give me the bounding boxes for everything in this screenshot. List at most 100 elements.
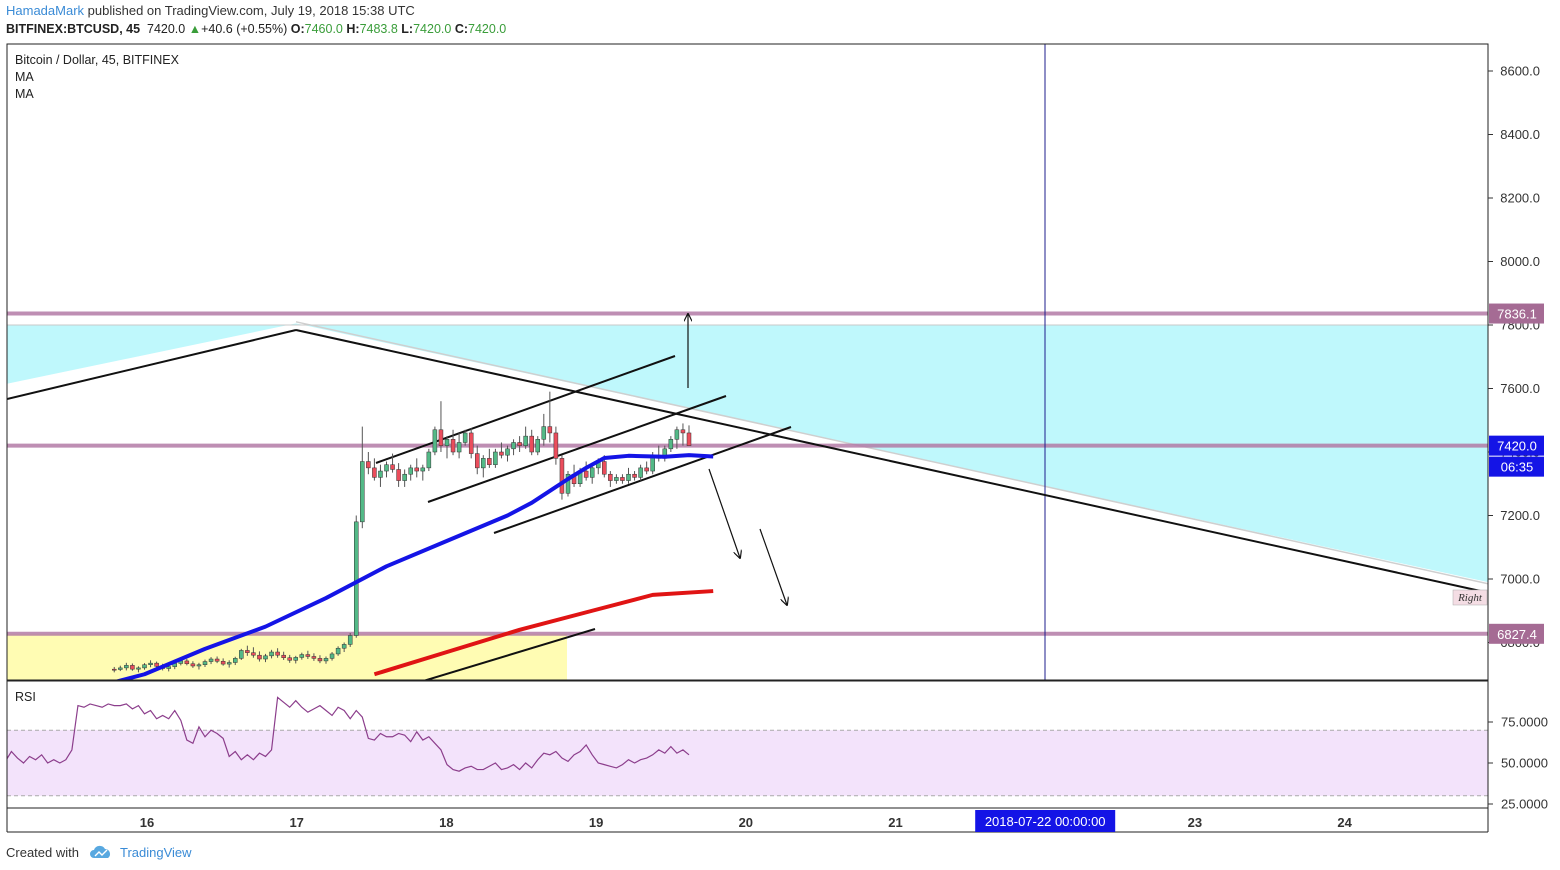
candle-body[interactable] (311, 656, 317, 659)
candle-body[interactable] (275, 651, 280, 656)
candle-body[interactable] (390, 464, 395, 470)
candle-body[interactable] (668, 439, 674, 450)
candle-body[interactable] (378, 470, 383, 478)
candle-body[interactable] (184, 660, 190, 665)
candle-body[interactable] (499, 451, 504, 456)
rsi-pane[interactable] (0, 696, 1488, 797)
candle-body[interactable] (396, 469, 401, 481)
candle-body[interactable] (493, 451, 498, 465)
candle-body[interactable] (166, 666, 171, 669)
candle-body[interactable] (130, 665, 135, 670)
candle-body[interactable] (366, 461, 371, 469)
candle-body[interactable] (444, 439, 450, 446)
candle-body[interactable] (245, 650, 250, 653)
candle-body[interactable] (341, 644, 347, 649)
candle-body[interactable] (432, 429, 438, 453)
candle-body[interactable] (487, 458, 492, 465)
candle-body[interactable] (214, 658, 220, 662)
candle-body[interactable] (553, 432, 559, 459)
candle-body[interactable] (329, 653, 335, 659)
candle-body[interactable] (354, 521, 359, 636)
candle-body[interactable] (323, 658, 329, 662)
candle-body[interactable] (269, 651, 274, 657)
candle-body[interactable] (644, 467, 649, 472)
candle-body[interactable] (142, 664, 147, 669)
candle-body[interactable] (263, 655, 268, 660)
candle-body[interactable] (226, 662, 232, 665)
candle-body[interactable] (523, 435, 528, 446)
candle-body[interactable] (541, 426, 547, 440)
ma-indicator-2[interactable]: MA (15, 87, 34, 101)
candle-body[interactable] (281, 654, 286, 658)
candle-body[interactable] (299, 654, 305, 658)
candle-body[interactable] (372, 467, 377, 478)
rsi-label[interactable]: RSI (15, 690, 36, 704)
candle-body[interactable] (535, 439, 540, 453)
candle-body[interactable] (257, 654, 262, 660)
candle-body[interactable] (136, 667, 141, 670)
candle-body[interactable] (602, 461, 607, 475)
candle-body[interactable] (220, 660, 226, 665)
ma-indicator-1[interactable]: MA (15, 70, 34, 84)
candle-body[interactable] (305, 654, 311, 657)
candle-body[interactable] (505, 448, 510, 456)
candle-body[interactable] (680, 429, 686, 434)
candle-body[interactable] (124, 665, 129, 669)
candle-body[interactable] (511, 442, 516, 450)
candle-body[interactable] (632, 473, 637, 478)
candle-body[interactable] (638, 467, 643, 478)
candle-body[interactable] (112, 668, 117, 671)
candle-body[interactable] (196, 664, 202, 667)
main-pane[interactable]: Right (7, 44, 1488, 706)
candle-body[interactable] (450, 439, 456, 453)
level-badge-upper: 7836.1 (1497, 307, 1537, 322)
tradingview-link[interactable]: TradingView (120, 845, 192, 860)
candle-body[interactable] (481, 458, 486, 469)
price-chart[interactable]: Right 8600.08400.08200.08000.07800.07600… (0, 0, 1560, 840)
candle-body[interactable] (154, 662, 159, 667)
candle-body[interactable] (317, 658, 323, 662)
candle-body[interactable] (202, 661, 208, 665)
candle-body[interactable] (208, 658, 214, 662)
candle-body[interactable] (293, 657, 298, 661)
candle-body[interactable] (360, 461, 365, 523)
ma-fast-line[interactable] (84, 453, 714, 690)
candle-body[interactable] (626, 473, 631, 481)
candle-body[interactable] (190, 663, 196, 667)
candle-body[interactable] (686, 432, 692, 446)
candle-body[interactable] (420, 467, 426, 472)
candle-body[interactable] (468, 432, 474, 454)
candle-body[interactable] (674, 429, 680, 440)
candle-body[interactable] (462, 432, 468, 443)
candle-body[interactable] (608, 473, 613, 481)
candle-body[interactable] (517, 442, 522, 446)
candle-body[interactable] (233, 658, 238, 663)
candle-body[interactable] (239, 650, 244, 659)
candle-body[interactable] (426, 451, 432, 469)
candle-body[interactable] (335, 647, 341, 655)
candle-body[interactable] (614, 477, 619, 481)
candle-body[interactable] (589, 467, 595, 478)
candle-body[interactable] (456, 442, 462, 453)
candle-body[interactable] (414, 467, 419, 472)
candle-body[interactable] (620, 477, 625, 481)
candle-body[interactable] (402, 473, 407, 481)
candle-body[interactable] (583, 470, 589, 478)
candle-body[interactable] (475, 453, 480, 469)
candle-body[interactable] (287, 657, 292, 661)
candle-body[interactable] (565, 473, 571, 494)
candle-body[interactable] (559, 458, 565, 494)
candle-body[interactable] (438, 429, 444, 446)
candle-body[interactable] (408, 467, 413, 475)
candle-body[interactable] (148, 662, 153, 665)
candle-body[interactable] (118, 667, 123, 670)
candle-body[interactable] (529, 435, 534, 453)
candle-body[interactable] (251, 652, 256, 656)
ma-slow-line[interactable] (373, 589, 714, 677)
candle-body[interactable] (547, 426, 553, 434)
rsi-line[interactable] (0, 696, 690, 772)
candle-body[interactable] (347, 635, 353, 645)
x-tick-label: 18 (439, 815, 453, 830)
candle-body[interactable] (384, 464, 389, 472)
author-link[interactable]: HamadaMark (6, 3, 85, 18)
